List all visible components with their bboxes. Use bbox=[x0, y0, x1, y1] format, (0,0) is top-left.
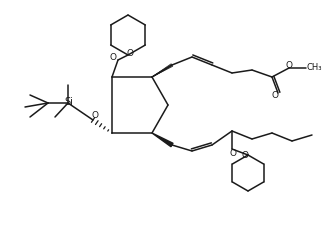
Text: O: O bbox=[285, 61, 293, 70]
Text: O: O bbox=[229, 148, 237, 157]
Text: Si: Si bbox=[64, 97, 74, 107]
Text: O: O bbox=[126, 50, 133, 58]
Text: O: O bbox=[110, 54, 117, 63]
Text: O: O bbox=[91, 110, 98, 119]
Text: O: O bbox=[272, 90, 279, 99]
Text: CH₃: CH₃ bbox=[306, 63, 322, 72]
Polygon shape bbox=[152, 133, 173, 147]
Text: O: O bbox=[241, 151, 249, 160]
